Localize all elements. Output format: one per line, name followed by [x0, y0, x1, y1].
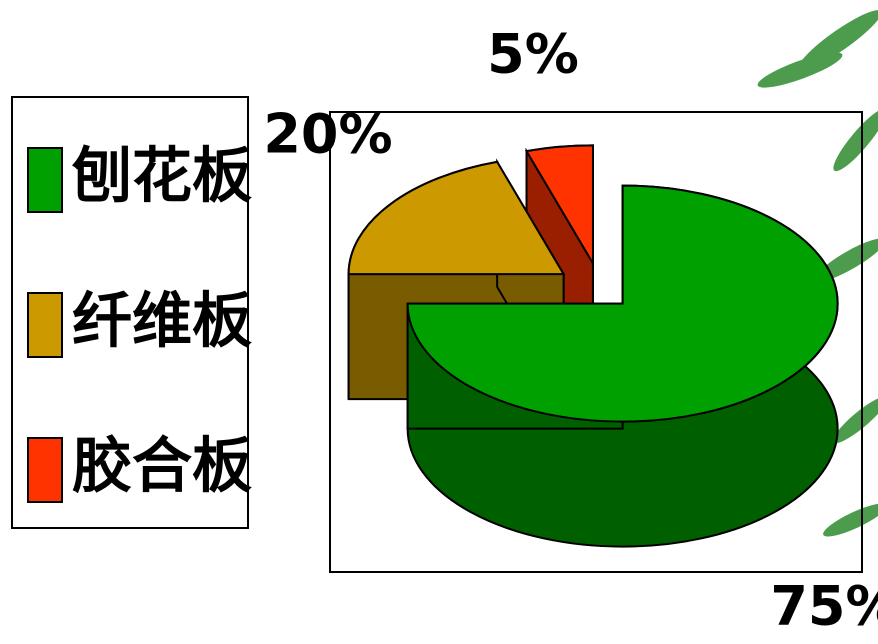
legend-label: 胶合板 [72, 432, 252, 502]
slice [524, 144, 594, 267]
legend-label: 纤维板 [72, 287, 252, 357]
slice [406, 184, 839, 423]
value-label: 20% [263, 103, 392, 166]
value-label: 5% [487, 23, 579, 86]
value-label: 75% [770, 575, 878, 638]
pie [347, 144, 839, 548]
leaf-decoration [757, 10, 878, 537]
legend-swatch [27, 292, 63, 358]
legend-swatch [27, 437, 63, 503]
plot-frame [329, 111, 863, 573]
legend-label: 刨花板 [71, 142, 252, 212]
legend-swatch [27, 147, 63, 213]
slice [347, 160, 566, 276]
